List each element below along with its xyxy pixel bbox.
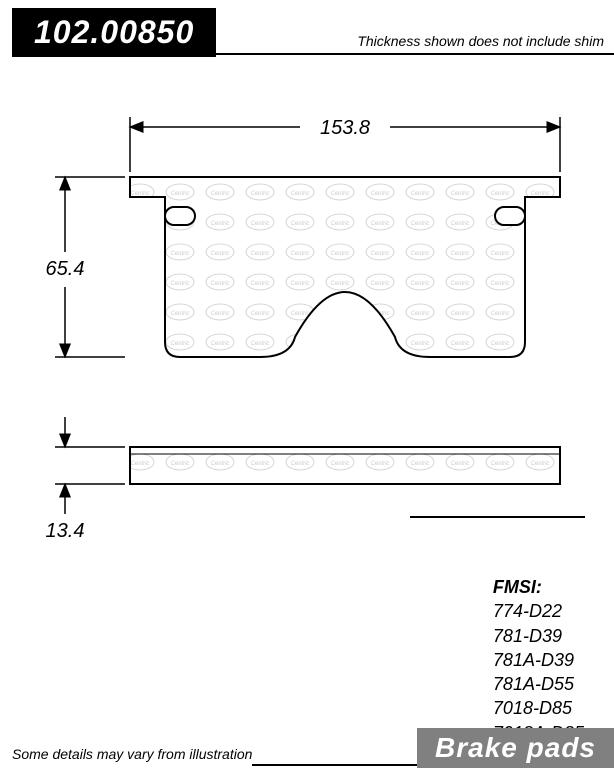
brake-pad-side-view: [130, 447, 560, 484]
thickness-note: Thickness shown does not include shim: [357, 33, 604, 49]
brake-pad-outline: [130, 177, 560, 357]
header-rule: Thickness shown does not include shim: [216, 53, 614, 55]
header: 102.00850 Thickness shown does not inclu…: [0, 0, 614, 57]
category-label: Brake pads: [417, 728, 614, 768]
footer: Some details may vary from illustration …: [0, 728, 614, 768]
mounting-slot-left: [165, 207, 195, 225]
fmsi-code: 781-D39: [493, 624, 584, 648]
fmsi-block: FMSI: 774-D22 781-D39 781A-D39 781A-D55 …: [493, 575, 584, 745]
footer-rule: [252, 764, 417, 766]
mounting-slot-right: [495, 207, 525, 225]
fmsi-code: 774-D22: [493, 599, 584, 623]
dim-width-label: 153.8: [320, 117, 370, 139]
dim-height-label: 65.4: [46, 258, 85, 280]
footer-disclaimer: Some details may vary from illustration: [0, 746, 252, 768]
part-number: 102.00850: [12, 8, 216, 57]
fmsi-code: 781A-D39: [493, 648, 584, 672]
fmsi-code: 7018-D85: [493, 696, 584, 720]
fmsi-code: 781A-D55: [493, 672, 584, 696]
technical-drawing: Centric 153.8 65.4: [0, 57, 614, 617]
fmsi-title: FMSI:: [493, 575, 584, 599]
dim-thickness-label: 13.4: [46, 520, 85, 542]
